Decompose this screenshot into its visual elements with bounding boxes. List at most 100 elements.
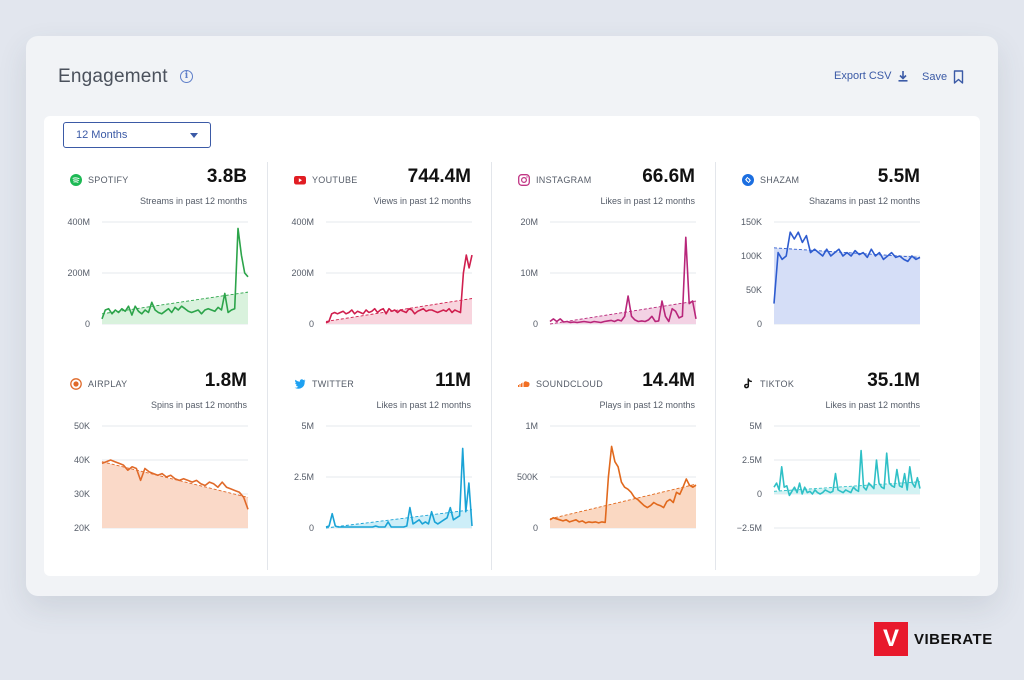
bookmark-icon [953, 70, 964, 84]
series-line [773, 449, 921, 497]
trend-line [773, 247, 921, 258]
platform-card-tiktok: TIKTOK 35.1M Likes in past 12 months 5M 2.5M… [716, 366, 940, 570]
soundcloud-icon [518, 381, 530, 387]
trend-area [774, 247, 920, 324]
metric-value: 1.8M [204, 370, 247, 391]
platform-name: SOUNDCLOUD [536, 379, 604, 389]
brand-name: VIBERATE [914, 630, 993, 648]
line-chart: 400M 200M 0 [67, 217, 249, 329]
y-tick-label: 100K [741, 251, 762, 261]
y-tick-label: 50K [746, 285, 762, 295]
y-tick-label: 0 [533, 523, 538, 533]
metric-subtitle: Likes in past 12 months [376, 400, 471, 410]
metric-subtitle: Spins in past 12 months [150, 400, 247, 410]
metric-subtitle: Shazams in past 12 months [808, 196, 920, 206]
platform-name: TIKTOK [760, 379, 795, 389]
y-tick-label: 30K [74, 489, 90, 499]
y-tick-label: 400M [67, 217, 90, 227]
y-tick-label: 20K [74, 523, 90, 533]
y-tick-label: −2.5M [737, 523, 762, 533]
platform-card-instagram: INSTAGRAM 66.6M Likes in past 12 months 20M… [492, 162, 716, 366]
platform-name: TWITTER [312, 379, 355, 389]
export-csv-label: Export CSV [834, 70, 892, 82]
series-line [101, 459, 249, 510]
metric-value: 744.4M [407, 166, 471, 187]
platform-header: AIRPLAY [70, 378, 127, 390]
y-tick-label: 500K [517, 472, 538, 482]
platform-header: SHAZAM [742, 174, 799, 186]
y-tick-label: 2.5M [294, 472, 314, 482]
platform-header: SOUNDCLOUD [518, 378, 603, 390]
platform-header: YOUTUBE [294, 174, 358, 186]
y-tick-label: 2.5M [742, 455, 762, 465]
viberate-brand: V VIBERATE [874, 622, 993, 656]
charts-panel: 12 Months SPOTIFY 3.8B Streams in past 12 … [44, 116, 980, 576]
save-button[interactable]: Save [922, 70, 964, 84]
metric-subtitle: Plays in past 12 months [599, 400, 695, 410]
y-tick-label: 200M [291, 268, 314, 278]
platform-card-twitter: TWITTER 11M Likes in past 12 months 5M 2.5M 0 [268, 366, 492, 570]
line-chart: 5M 2.5M 0 −2.5M [737, 421, 921, 533]
download-icon [898, 71, 908, 82]
trend-area [550, 484, 696, 528]
y-tick-label: 0 [309, 319, 314, 329]
platform-card-spotify: SPOTIFY 3.8B Streams in past 12 months 400M… [44, 162, 268, 366]
line-chart: 400M 200M 0 [291, 217, 473, 329]
info-icon[interactable]: i [180, 70, 193, 83]
shazam-icon [742, 174, 754, 186]
twitter-icon [294, 379, 306, 389]
y-tick-label: 10M [520, 268, 538, 278]
y-tick-label: 0 [757, 319, 762, 329]
tiktok-icon [744, 378, 752, 389]
platform-name: INSTAGRAM [536, 175, 592, 185]
y-tick-label: 400M [291, 217, 314, 227]
y-tick-label: 0 [85, 319, 90, 329]
metric-value: 35.1M [867, 370, 920, 391]
spotify-icon [70, 174, 82, 186]
line-chart: 5M 2.5M 0 [294, 421, 473, 533]
metric-subtitle: Likes in past 12 months [600, 196, 695, 206]
series-line [773, 231, 921, 304]
y-tick-label: 50K [74, 421, 90, 431]
platform-header: INSTAGRAM [518, 174, 592, 186]
metric-value: 5.5M [877, 166, 920, 187]
platform-header: SPOTIFY [70, 174, 129, 186]
series-line [549, 236, 697, 324]
chevron-down-icon [190, 133, 198, 138]
line-chart: 1M 500K 0 [517, 421, 697, 533]
trend-area [102, 461, 248, 528]
y-tick-label: 0 [533, 319, 538, 329]
metric-subtitle: Views in past 12 months [373, 196, 471, 206]
y-tick-label: 1M [525, 421, 538, 431]
platform-name: YOUTUBE [312, 175, 358, 185]
y-tick-label: 0 [757, 489, 762, 499]
platform-header: TIKTOK [742, 378, 794, 390]
instagram-icon [518, 174, 530, 186]
line-chart: 50K 40K 30K 20K [74, 421, 249, 533]
metric-value: 14.4M [642, 370, 695, 391]
y-tick-label: 200M [67, 268, 90, 278]
series-line [101, 227, 249, 320]
metric-subtitle: Streams in past 12 months [139, 196, 247, 206]
line-chart: 20M 10M 0 [520, 217, 697, 329]
trend-line [549, 483, 697, 520]
youtube-icon [294, 176, 306, 185]
y-tick-label: 40K [74, 455, 90, 465]
series-line [325, 447, 473, 528]
trend-line [325, 509, 473, 529]
metric-subtitle: Likes in past 12 months [825, 400, 920, 410]
export-csv-button[interactable]: Export CSV [834, 70, 909, 82]
period-select[interactable]: 12 Months [63, 122, 211, 148]
platform-card-shazam: SHAZAM 5.5M Shazams in past 12 months 150K 1… [716, 162, 940, 366]
period-select-value: 12 Months [76, 129, 128, 141]
platform-card-soundcloud: SOUNDCLOUD 14.4M Plays in past 12 months 1M… [492, 366, 716, 570]
series-line [325, 254, 473, 324]
platform-card-youtube: YOUTUBE 744.4M Views in past 12 months 400M… [268, 162, 492, 366]
airplay-icon [70, 378, 82, 390]
metric-value: 66.6M [642, 166, 695, 187]
platform-card-airplay: AIRPLAY 1.8M Spins in past 12 months 50K 40K… [44, 366, 268, 570]
y-tick-label: 5M [301, 421, 314, 431]
y-tick-label: 0 [309, 523, 314, 533]
metric-value: 11M [435, 370, 471, 391]
engagement-widget: Engagement i Export CSV Save 12 Months S… [26, 36, 998, 596]
